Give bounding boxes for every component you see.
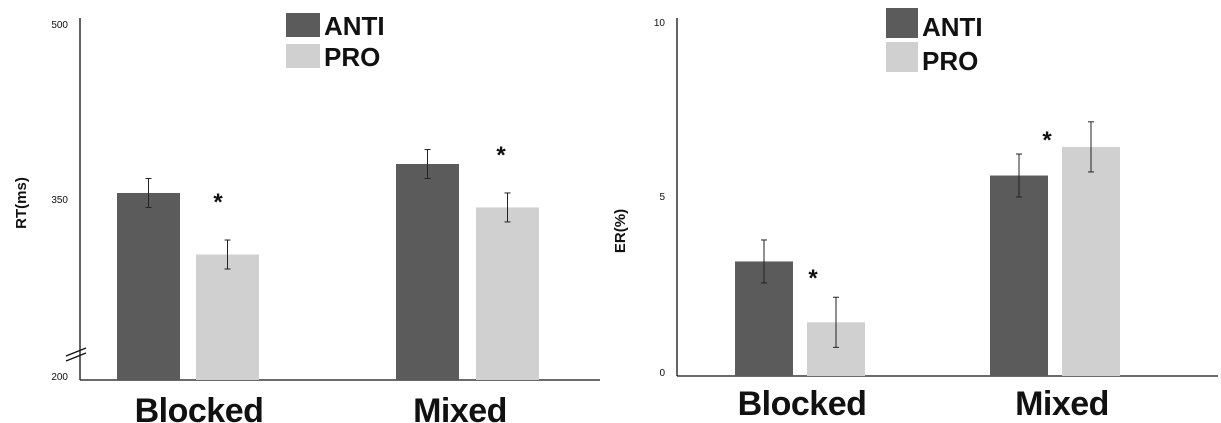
legend: ANTI PRO [886, 8, 983, 76]
error-bar [761, 239, 767, 284]
y-axis-label: ER(%) [612, 209, 629, 253]
y-tick-label: 500 [51, 20, 68, 31]
axis-break-line [65, 347, 87, 357]
error-bar [1088, 121, 1094, 173]
bar-anti-mixed [396, 164, 459, 380]
legend-swatch-anti [286, 13, 320, 37]
error-bar [1016, 153, 1022, 198]
y-tick-label: 350 [51, 195, 68, 206]
y-tick-label: 200 [51, 372, 68, 383]
bar-anti-blocked [117, 192, 180, 380]
y-tick-label: 10 [654, 18, 666, 29]
axis-break-line [65, 352, 87, 362]
bar-pro-blocked [196, 254, 259, 380]
significance-marker: * [496, 142, 506, 169]
y-tick-label: 0 [659, 368, 665, 379]
legend-swatch-pro [886, 42, 918, 72]
legend-label-pro: PRO [324, 42, 380, 72]
bar-anti-mixed [990, 175, 1048, 376]
x-category-label: Mixed [1015, 385, 1109, 423]
chart-panel-2: 10 5 0 ER(%) * Blocked * Mixed ANTI PRO [612, 8, 1218, 423]
x-category-label: Blocked [738, 385, 867, 423]
error-bar [145, 177, 152, 208]
error-bar [504, 192, 511, 223]
bar-pro-mixed [1062, 146, 1120, 376]
x-category-label: Blocked [135, 392, 264, 423]
bar-pro-mixed [476, 207, 539, 380]
y-tick-label: 5 [659, 192, 665, 203]
significance-marker: * [808, 265, 818, 292]
legend-label-anti: ANTI [324, 11, 385, 41]
legend-label-pro: PRO [922, 46, 978, 76]
legend-swatch-anti [886, 8, 918, 38]
significance-marker: * [1042, 127, 1052, 154]
error-bar [224, 239, 231, 270]
error-bar [833, 296, 839, 348]
significance-marker: * [213, 189, 223, 216]
legend-swatch-pro [286, 44, 320, 68]
y-axis-label: RT(ms) [13, 177, 30, 229]
legend-label-anti: ANTI [922, 12, 983, 42]
error-bar [424, 149, 431, 179]
x-category-label: Mixed [413, 392, 507, 423]
axis-break-mark [65, 347, 87, 362]
